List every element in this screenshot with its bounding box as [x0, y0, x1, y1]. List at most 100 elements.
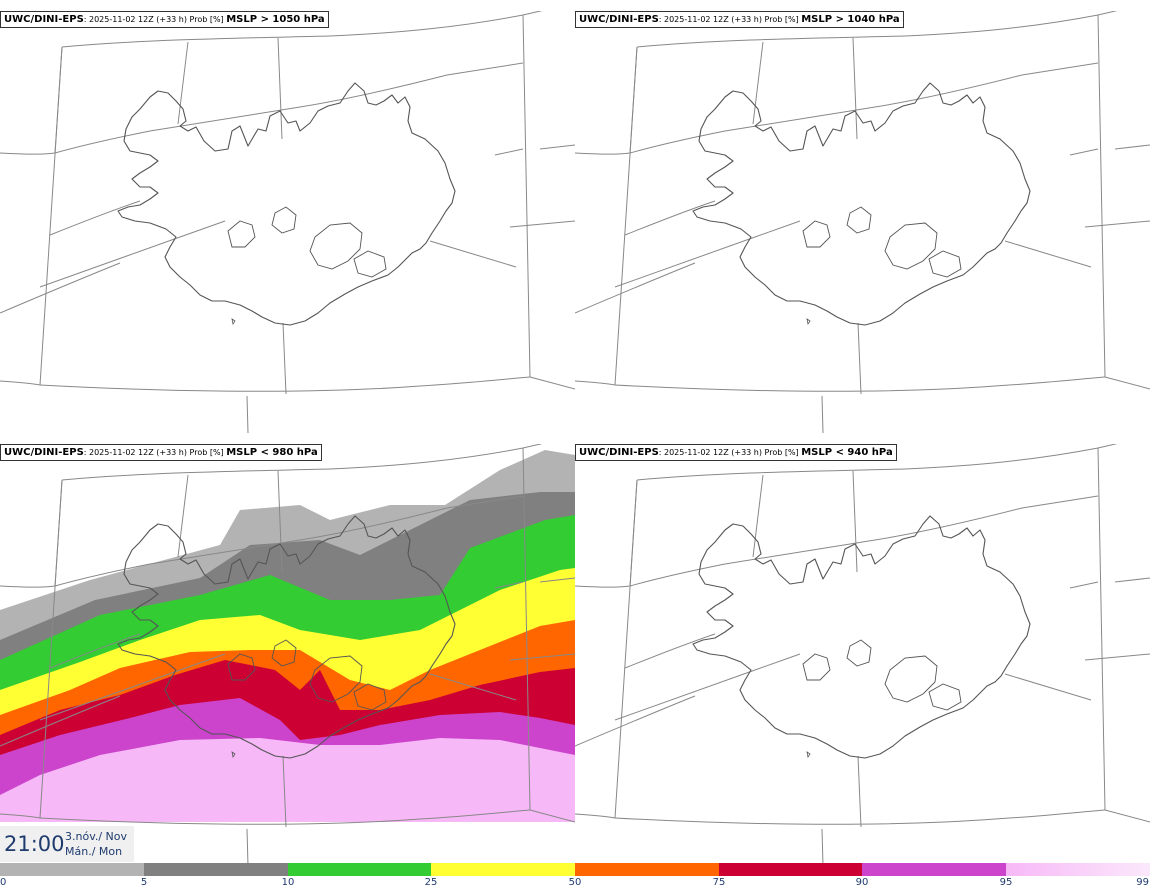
glacier-outline [802, 220, 831, 248]
map-panel-mslp-lt-940: UWC/DINI-EPS: 2025-11-02 12Z (+33 h) Pro… [575, 444, 1150, 866]
glacier-outline [227, 220, 256, 248]
colorbar-tick-label: 0 [0, 877, 7, 888]
graticule-line [614, 479, 638, 819]
colorbar-segment [144, 863, 288, 876]
glacier-outline [846, 206, 872, 234]
panel-title: UWC/DINI-EPS: 2025-11-02 12Z (+33 h) Pro… [0, 11, 329, 28]
graticule-line [61, 447, 524, 481]
glacier-outline [309, 655, 363, 703]
graticule-line [522, 444, 543, 449]
valid-time-box: 21:00 3.nóv./ Nov Mán./ Mon [0, 826, 134, 862]
glacier-outline [802, 653, 831, 681]
graticule-line [614, 809, 1106, 825]
graticule-line [1084, 653, 1150, 661]
graticule-line [575, 695, 696, 747]
graticule-line [39, 46, 63, 386]
graticule-line [509, 653, 575, 661]
valid-date: 3.nóv./ Nov [65, 830, 128, 843]
graticule-line [1004, 240, 1092, 268]
map-panel-mslp-gt-1040: UWC/DINI-EPS: 2025-11-02 12Z (+33 h) Pro… [575, 11, 1150, 433]
graticule-line [575, 152, 631, 155]
islet-outline [806, 751, 811, 759]
colorbar-tick-label: 5 [140, 877, 148, 888]
colorbar-tick-label: 50 [568, 877, 582, 888]
glacier-outline [227, 653, 256, 681]
graticule-line [39, 376, 531, 392]
colorbar-segment [0, 863, 144, 876]
graticule-line [624, 200, 716, 236]
graticule-line [429, 673, 517, 701]
glacier-outline [309, 222, 363, 270]
colorbar-segment [719, 863, 862, 876]
graticule-line [1097, 444, 1118, 449]
graticule-line [752, 474, 764, 558]
graticule-line [282, 755, 287, 828]
graticule-line [1104, 809, 1150, 823]
colorbar-segment [431, 863, 575, 876]
graticule-line [446, 495, 524, 509]
graticule-line [1004, 673, 1092, 701]
graticule-line [54, 74, 448, 154]
graticule-line [429, 240, 517, 268]
graticule-line [0, 262, 121, 314]
valid-weekday: Mán./ Mon [65, 845, 123, 858]
graticule-line [1069, 148, 1099, 156]
graticule-line [539, 144, 575, 150]
graticule-line [636, 14, 1099, 48]
panel-title: UWC/DINI-EPS: 2025-11-02 12Z (+33 h) Pro… [0, 444, 322, 461]
iceland-coastline [117, 82, 456, 326]
graticule-line [821, 395, 824, 433]
graticule-line [575, 585, 631, 588]
graticule-line [522, 14, 531, 378]
graticule-line [821, 828, 824, 866]
probability-fill [0, 450, 575, 822]
colorbar-segment [288, 863, 431, 876]
panel-title: UWC/DINI-EPS: 2025-11-02 12Z (+33 h) Pro… [575, 444, 897, 461]
glacier-outline [846, 639, 872, 667]
graticule-line [614, 653, 801, 721]
colorbar-segment [1006, 863, 1150, 876]
graticule-line [575, 380, 616, 386]
graticule-line [39, 479, 63, 819]
colorbar-segment [575, 863, 719, 876]
graticule-line [629, 74, 1023, 154]
graticule-line [49, 200, 141, 236]
valid-time-clock: 21:00 [4, 832, 65, 856]
graticule-line [39, 220, 226, 288]
graticule-line [177, 41, 189, 125]
map-iceland [575, 444, 1150, 866]
graticule-line [0, 813, 41, 819]
glacier-outline [928, 683, 962, 711]
glacier-outline [271, 639, 297, 667]
graticule-line [61, 14, 524, 48]
graticule-line [54, 507, 448, 587]
graticule-line [494, 148, 524, 156]
graticule-line [1021, 62, 1099, 76]
colorbar-tick-label: 99 [1136, 877, 1149, 888]
graticule-line [1021, 495, 1099, 509]
graticule-line [575, 262, 696, 314]
graticule-line [277, 37, 283, 140]
graticule-line [614, 220, 801, 288]
graticule-line [539, 577, 575, 583]
colorbar-tick-label: 90 [855, 877, 869, 888]
graticule-line [852, 470, 858, 573]
graticule-line [509, 220, 575, 228]
graticule-line [522, 11, 543, 16]
graticule-line [629, 507, 1023, 587]
islet-outline [806, 318, 811, 326]
graticule-line [522, 447, 531, 811]
map-iceland [0, 11, 575, 433]
graticule-line [529, 809, 575, 823]
graticule-line [0, 152, 56, 155]
glacier-outline [353, 683, 387, 711]
probability-colorbar: 0 5 10 25 50 75 90 95 99 [0, 862, 1150, 891]
map-panel-mslp-lt-980: UWC/DINI-EPS: 2025-11-02 12Z (+33 h) Pro… [0, 444, 575, 866]
graticule-line [0, 695, 121, 747]
map-panel-mslp-gt-1050: UWC/DINI-EPS: 2025-11-02 12Z (+33 h) Pro… [0, 11, 575, 433]
glacier-outline [353, 250, 387, 278]
colorbar-tick-label: 25 [424, 877, 438, 888]
graticule-line [1084, 220, 1150, 228]
graticule-line [177, 474, 189, 558]
graticule-line [39, 809, 531, 825]
